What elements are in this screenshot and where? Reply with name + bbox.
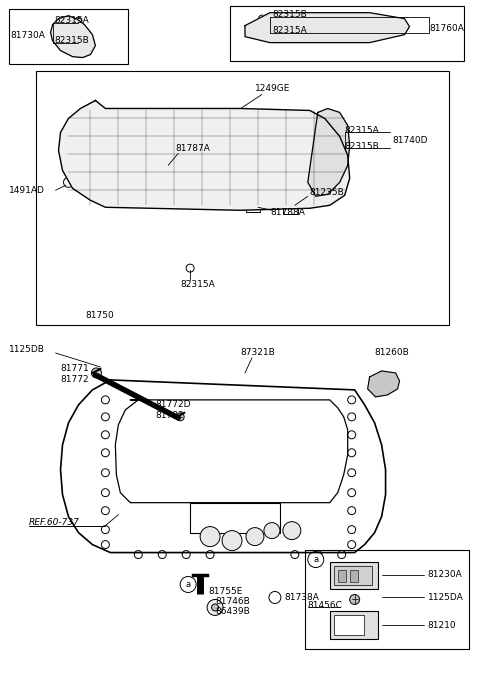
Text: 1125DA: 1125DA xyxy=(428,593,463,602)
Bar xyxy=(36,71,449,325)
Text: 82315A: 82315A xyxy=(180,280,215,289)
Text: 81738A: 81738A xyxy=(285,593,320,602)
Circle shape xyxy=(338,550,346,558)
Text: 81730A: 81730A xyxy=(11,31,46,40)
Circle shape xyxy=(101,449,109,457)
Text: 82315B: 82315B xyxy=(345,142,380,151)
Text: 81755E: 81755E xyxy=(208,587,242,596)
Circle shape xyxy=(101,469,109,477)
Circle shape xyxy=(348,449,356,457)
Circle shape xyxy=(283,522,301,539)
Circle shape xyxy=(158,550,166,558)
Circle shape xyxy=(348,431,356,439)
Circle shape xyxy=(314,550,322,558)
Text: 81456C: 81456C xyxy=(308,601,343,610)
Circle shape xyxy=(336,125,343,132)
Bar xyxy=(230,5,464,61)
Bar xyxy=(305,550,469,650)
Circle shape xyxy=(348,541,356,549)
Bar xyxy=(190,503,280,533)
Bar xyxy=(283,204,298,215)
Circle shape xyxy=(348,396,356,404)
Polygon shape xyxy=(308,108,350,196)
Text: 81760A: 81760A xyxy=(430,24,464,33)
Circle shape xyxy=(348,469,356,477)
Circle shape xyxy=(91,368,101,378)
Text: 81782: 81782 xyxy=(155,411,184,420)
Polygon shape xyxy=(50,16,96,58)
Circle shape xyxy=(348,413,356,421)
Text: 81772: 81772 xyxy=(60,375,89,384)
Circle shape xyxy=(246,528,264,545)
Text: 86439B: 86439B xyxy=(215,607,250,616)
Text: a: a xyxy=(186,580,191,589)
Text: 87321B: 87321B xyxy=(240,349,275,358)
Text: 82315B: 82315B xyxy=(55,36,89,45)
Circle shape xyxy=(75,43,82,50)
Circle shape xyxy=(206,550,214,558)
Circle shape xyxy=(186,264,194,272)
Circle shape xyxy=(101,396,109,404)
Circle shape xyxy=(258,15,265,22)
Text: 81787A: 81787A xyxy=(175,144,210,153)
Circle shape xyxy=(101,507,109,515)
Text: REF.60-737: REF.60-737 xyxy=(29,518,80,527)
Text: 1249GE: 1249GE xyxy=(255,84,290,93)
Circle shape xyxy=(101,541,109,549)
Text: 81235B: 81235B xyxy=(310,188,345,197)
Text: 82315A: 82315A xyxy=(345,126,380,135)
Text: 81210: 81210 xyxy=(428,621,456,630)
Text: 81740D: 81740D xyxy=(393,136,428,145)
Text: 1125DB: 1125DB xyxy=(9,345,45,355)
Polygon shape xyxy=(368,371,399,397)
Text: 81772D: 81772D xyxy=(155,400,191,409)
Circle shape xyxy=(180,577,196,592)
Text: 81771: 81771 xyxy=(60,364,89,373)
Circle shape xyxy=(350,595,360,605)
Circle shape xyxy=(376,25,383,32)
Circle shape xyxy=(348,507,356,515)
Circle shape xyxy=(348,526,356,534)
Text: 81260B: 81260B xyxy=(374,349,409,358)
Polygon shape xyxy=(59,101,350,210)
Text: 81746B: 81746B xyxy=(215,597,250,606)
Text: 81788A: 81788A xyxy=(270,208,305,217)
Text: 81230A: 81230A xyxy=(428,570,462,579)
Text: 81750: 81750 xyxy=(85,311,114,319)
Text: 82315A: 82315A xyxy=(272,26,307,35)
Circle shape xyxy=(348,489,356,496)
Circle shape xyxy=(200,526,220,547)
Circle shape xyxy=(101,413,109,421)
Circle shape xyxy=(291,550,299,558)
Bar xyxy=(246,204,260,212)
Circle shape xyxy=(264,522,280,539)
Text: a: a xyxy=(313,555,318,564)
Circle shape xyxy=(101,489,109,496)
Bar xyxy=(330,562,378,590)
Text: 82315A: 82315A xyxy=(55,16,89,25)
Circle shape xyxy=(308,552,324,567)
Circle shape xyxy=(212,604,218,611)
Text: 1491AD: 1491AD xyxy=(9,186,45,195)
Circle shape xyxy=(75,17,82,24)
Bar xyxy=(334,616,364,635)
Circle shape xyxy=(269,592,281,603)
Polygon shape xyxy=(245,13,409,43)
Circle shape xyxy=(182,550,190,558)
Bar xyxy=(334,565,372,586)
Circle shape xyxy=(101,526,109,534)
Circle shape xyxy=(101,431,109,439)
Circle shape xyxy=(336,172,343,179)
Circle shape xyxy=(222,530,242,550)
Text: 82315B: 82315B xyxy=(272,10,307,19)
Bar xyxy=(350,569,358,582)
Circle shape xyxy=(207,599,223,616)
Bar xyxy=(9,9,128,63)
Circle shape xyxy=(134,550,142,558)
Bar xyxy=(156,162,174,176)
Bar xyxy=(338,569,346,582)
Bar xyxy=(330,612,378,639)
Circle shape xyxy=(176,413,184,421)
